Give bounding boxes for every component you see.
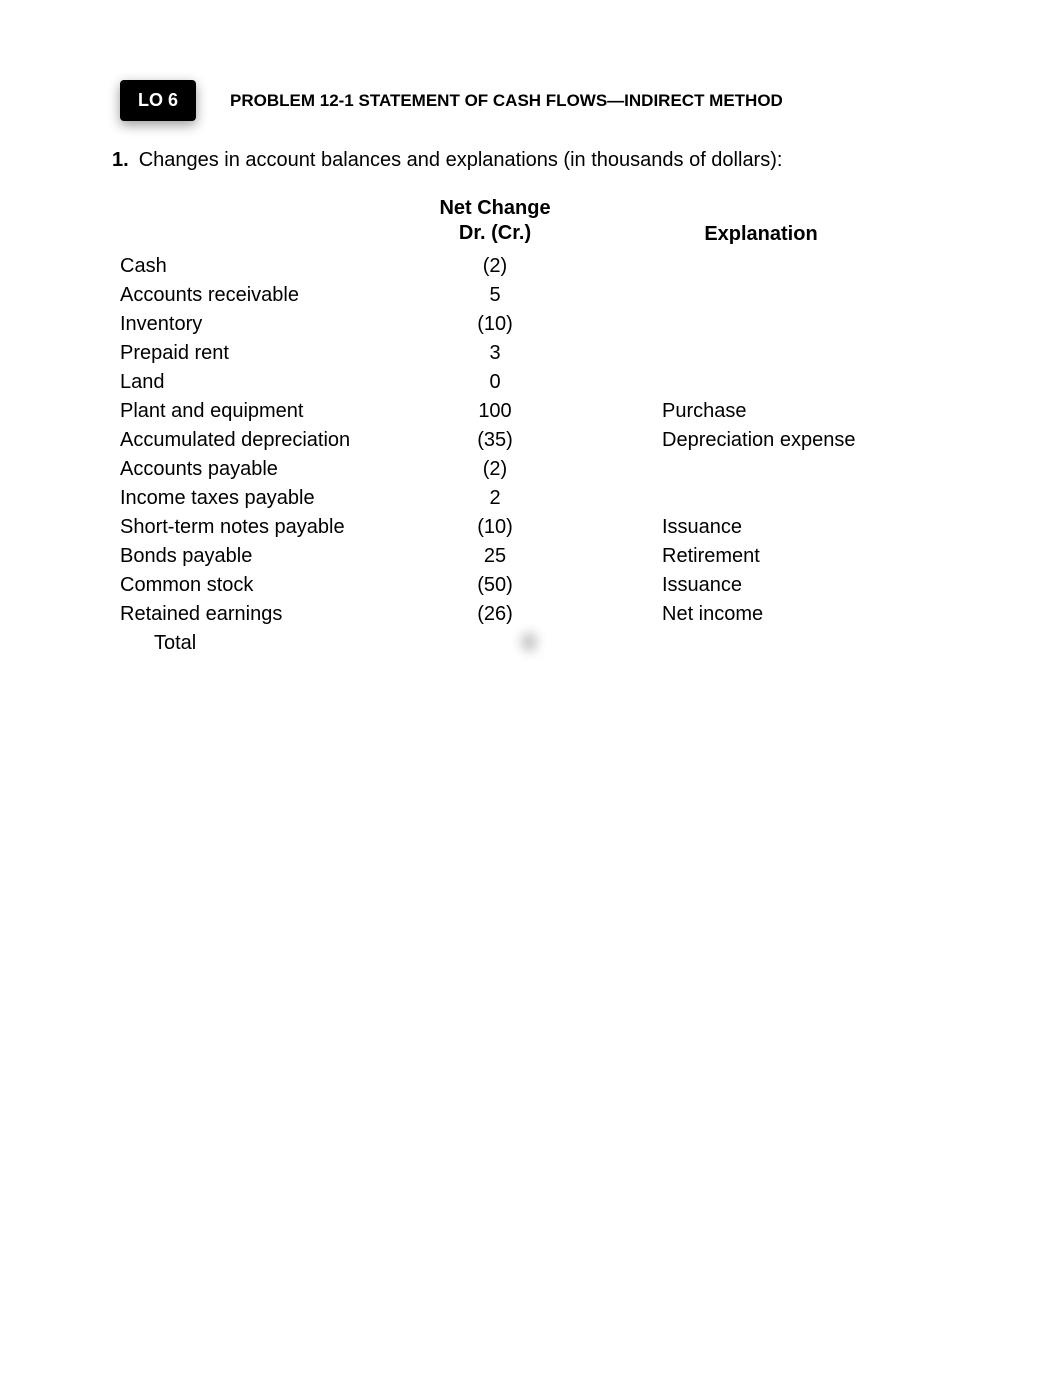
table-row: Accounts payable(2) [120,455,942,484]
intro-number: 1. [112,149,129,172]
problem-title: PROBLEM 12-1 STATEMENT OF CASH FLOWS—IND… [230,91,783,111]
header-net-change-line2: Dr. (Cr.) [410,221,580,246]
header-explanation: Explanation [580,196,942,246]
cell-change: 2 [410,484,580,513]
table-row: Bonds payable25Retirement [120,542,942,571]
cell-change: (10) [410,513,580,542]
cell-label: Cash [120,252,410,281]
cell-change: (10) [410,310,580,339]
cell-explanation: Depreciation expense [580,426,942,455]
cell-change: 100 [410,397,580,426]
table-header: Net Change Dr. (Cr.) Explanation [120,196,942,246]
table-row: Income taxes payable2 [120,484,942,513]
table-row: Cash(2) [120,252,942,281]
cell-change: 5 [410,281,580,310]
table-row: Common stock(50)Issuance [120,571,942,600]
cell-change: (35) [410,426,580,455]
cell-label: Inventory [120,310,410,339]
cell-label: Prepaid rent [120,339,410,368]
cell-explanation [580,339,942,368]
cell-label: Income taxes payable [120,484,410,513]
cell-change: (2) [410,455,580,484]
cell-explanation [580,484,942,513]
cell-change: 0 [410,368,580,397]
cell-change: (2) [410,252,580,281]
cell-explanation [580,455,942,484]
cell-change: 25 [410,542,580,571]
cell-explanation [614,629,942,658]
intro-text: Changes in account balances and explanat… [139,149,783,172]
table-row-total: Total 0 [120,629,942,658]
table-row: Accumulated depreciation(35)Depreciation… [120,426,942,455]
cell-label: Accumulated depreciation [120,426,410,455]
header-net-change: Net Change Dr. (Cr.) [410,196,580,246]
cell-label: Plant and equipment [120,397,410,426]
table-row: Inventory(10) [120,310,942,339]
cell-explanation [580,368,942,397]
table-row: Accounts receivable5 [120,281,942,310]
cell-label: Retained earnings [120,600,410,629]
cell-explanation [580,252,942,281]
cell-explanation [580,310,942,339]
cell-change: 0 [444,629,614,658]
table-row: Plant and equipment100Purchase [120,397,942,426]
cell-label: Total [120,629,444,658]
cell-explanation: Issuance [580,513,942,542]
cell-explanation: Purchase [580,397,942,426]
cell-change: (26) [410,600,580,629]
cell-label: Accounts receivable [120,281,410,310]
intro: 1. Changes in account balances and expla… [120,149,942,172]
cell-label: Land [120,368,410,397]
cell-label: Short-term notes payable [120,513,410,542]
balance-change-table: Net Change Dr. (Cr.) Explanation Cash(2)… [120,196,942,658]
cell-label: Common stock [120,571,410,600]
lo-badge: LO 6 [120,80,196,121]
cell-explanation: Net income [580,600,942,629]
table-row: Short-term notes payable(10)Issuance [120,513,942,542]
cell-explanation: Retirement [580,542,942,571]
cell-explanation [580,281,942,310]
problem-header: LO 6 PROBLEM 12-1 STATEMENT OF CASH FLOW… [120,80,942,121]
header-net-change-line1: Net Change [410,196,580,221]
cell-change: (50) [410,571,580,600]
cell-label: Bonds payable [120,542,410,571]
table-row: Land0 [120,368,942,397]
cell-change: 3 [410,339,580,368]
cell-label: Accounts payable [120,455,410,484]
cell-explanation: Issuance [580,571,942,600]
table-row: Prepaid rent3 [120,339,942,368]
table-row: Retained earnings(26)Net income [120,600,942,629]
header-spacer [120,196,410,246]
